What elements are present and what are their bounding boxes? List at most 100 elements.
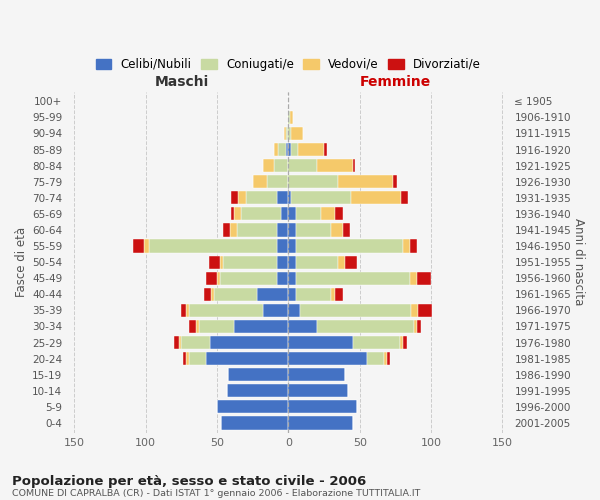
Bar xyxy=(223,224,230,236)
Bar xyxy=(238,191,245,204)
Bar xyxy=(196,320,199,333)
Text: Popolazione per età, sesso e stato civile - 2006: Popolazione per età, sesso e stato civil… xyxy=(12,474,366,488)
Bar xyxy=(185,352,188,365)
Bar xyxy=(277,272,289,285)
Bar xyxy=(289,384,349,398)
Bar xyxy=(183,352,185,365)
Bar xyxy=(220,256,223,268)
Bar xyxy=(403,336,407,349)
Bar xyxy=(227,384,289,398)
Bar xyxy=(206,352,289,365)
Bar xyxy=(253,175,267,188)
Bar xyxy=(206,272,217,285)
Bar xyxy=(274,159,289,172)
Bar xyxy=(291,191,351,204)
Bar xyxy=(400,336,403,349)
Bar xyxy=(145,240,149,252)
Bar xyxy=(274,143,278,156)
Bar xyxy=(296,256,338,268)
Bar xyxy=(289,320,317,333)
Bar xyxy=(317,159,353,172)
Bar xyxy=(289,127,291,140)
Bar xyxy=(331,224,343,236)
Legend: Celibi/Nubili, Coniugati/e, Vedovi/e, Divorziati/e: Celibi/Nubili, Coniugati/e, Vedovi/e, Di… xyxy=(91,53,485,76)
Bar xyxy=(181,304,185,317)
Bar xyxy=(277,240,289,252)
Bar xyxy=(289,400,357,413)
Bar xyxy=(277,191,289,204)
Bar xyxy=(289,352,367,365)
Bar xyxy=(217,272,220,285)
Bar xyxy=(353,336,400,349)
Text: Femmine: Femmine xyxy=(360,75,431,89)
Bar xyxy=(229,368,289,382)
Bar xyxy=(289,208,296,220)
Bar xyxy=(403,240,410,252)
Text: COMUNE DI CAPRALBA (CR) - Dati ISTAT 1° gennaio 2006 - Elaborazione TUTTITALIA.I: COMUNE DI CAPRALBA (CR) - Dati ISTAT 1° … xyxy=(12,488,421,498)
Y-axis label: Anni di nascita: Anni di nascita xyxy=(572,218,585,306)
Bar xyxy=(263,159,274,172)
Bar xyxy=(289,368,346,382)
Bar xyxy=(417,320,421,333)
Bar xyxy=(211,288,214,301)
Bar xyxy=(335,208,343,220)
Bar xyxy=(296,288,331,301)
Bar xyxy=(414,320,417,333)
Bar xyxy=(289,224,296,236)
Bar xyxy=(245,191,277,204)
Bar xyxy=(284,127,286,140)
Bar xyxy=(289,336,353,349)
Bar xyxy=(217,400,289,413)
Bar xyxy=(317,320,414,333)
Bar xyxy=(263,304,289,317)
Bar xyxy=(417,272,431,285)
Y-axis label: Fasce di età: Fasce di età xyxy=(15,227,28,297)
Bar xyxy=(289,256,296,268)
Bar xyxy=(418,304,433,317)
Bar xyxy=(223,256,277,268)
Bar xyxy=(296,208,321,220)
Bar xyxy=(367,352,384,365)
Bar xyxy=(324,143,327,156)
Bar xyxy=(204,288,211,301)
Bar xyxy=(300,304,411,317)
Bar xyxy=(289,159,317,172)
Bar xyxy=(289,416,353,430)
Bar xyxy=(181,336,210,349)
Bar xyxy=(286,143,289,156)
Bar xyxy=(289,111,290,124)
Bar xyxy=(234,208,241,220)
Bar xyxy=(281,208,289,220)
Bar xyxy=(234,320,289,333)
Bar xyxy=(351,191,401,204)
Bar xyxy=(237,224,277,236)
Bar xyxy=(321,208,335,220)
Bar xyxy=(289,304,300,317)
Bar xyxy=(232,208,234,220)
Bar xyxy=(335,288,343,301)
Bar xyxy=(188,352,206,365)
Bar xyxy=(296,224,331,236)
Bar xyxy=(210,336,289,349)
Bar xyxy=(214,288,257,301)
Bar xyxy=(232,191,238,204)
Bar xyxy=(353,159,355,172)
Bar xyxy=(392,175,397,188)
Bar xyxy=(384,352,387,365)
Bar xyxy=(291,127,302,140)
Bar xyxy=(289,288,296,301)
Bar xyxy=(221,416,289,430)
Bar xyxy=(209,256,220,268)
Bar xyxy=(289,240,296,252)
Bar xyxy=(289,175,338,188)
Bar xyxy=(220,272,277,285)
Bar xyxy=(410,272,417,285)
Bar xyxy=(257,288,289,301)
Bar xyxy=(149,240,277,252)
Bar xyxy=(188,304,263,317)
Bar xyxy=(286,127,289,140)
Bar xyxy=(338,175,392,188)
Bar xyxy=(296,272,410,285)
Bar xyxy=(401,191,408,204)
Bar xyxy=(185,304,188,317)
